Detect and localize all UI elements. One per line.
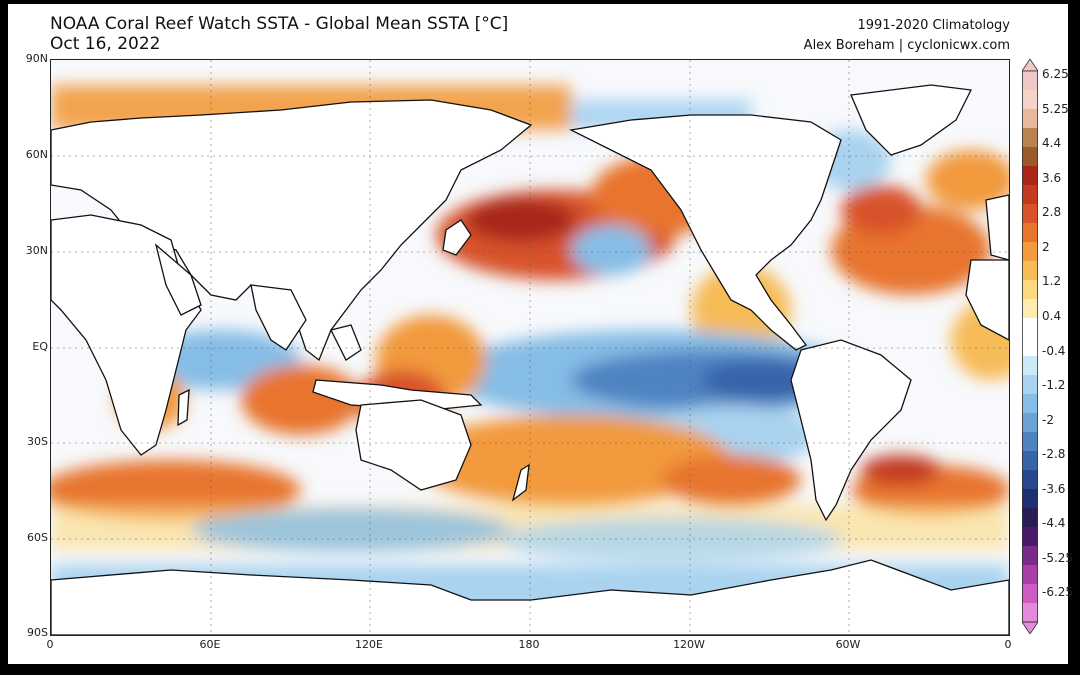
figure-panel: NOAA Coral Reef Watch SSTA - Global Mean… xyxy=(8,4,1073,664)
land-masses xyxy=(51,84,1009,635)
colorbar-segment xyxy=(1022,261,1038,281)
colorbar-segment xyxy=(1022,565,1038,585)
colorbar-segment xyxy=(1022,584,1038,604)
colorbar-segment xyxy=(1022,280,1038,300)
south-america xyxy=(790,339,912,522)
colorbar-tick-label: -1.2 xyxy=(1042,378,1066,393)
lat-label: 30S xyxy=(27,435,48,448)
lon-label: 120W xyxy=(673,638,705,651)
colorbar-tick-label: 2 xyxy=(1042,239,1050,254)
ssta-map-svg xyxy=(51,60,1009,635)
credit-label: Alex Boreham | cyclonicwx.com xyxy=(803,38,1010,53)
colorbar-segment xyxy=(1022,337,1038,357)
greenland xyxy=(850,84,972,156)
colorbar-segment xyxy=(1022,223,1038,243)
colorbar-segment xyxy=(1022,470,1038,490)
colorbar-segment xyxy=(1022,546,1038,566)
lon-label: 0 xyxy=(1004,638,1012,651)
lon-label: 0 xyxy=(46,638,54,651)
lon-label: 120E xyxy=(355,638,383,651)
colorbar-segment xyxy=(1022,318,1038,338)
colorbar-segment xyxy=(1022,109,1038,129)
colorbar-tick-label: -0.4 xyxy=(1042,343,1066,358)
colorbar xyxy=(1022,59,1038,634)
north-america xyxy=(568,114,842,351)
lat-label: EQ xyxy=(32,340,48,353)
colorbar-segment xyxy=(1022,204,1038,224)
colorbar-segment xyxy=(1022,508,1038,528)
lat-label: 30N xyxy=(25,244,48,257)
colorbar-bottom-arrow xyxy=(1022,621,1038,634)
map-date: Oct 16, 2022 xyxy=(50,34,161,54)
map-title: NOAA Coral Reef Watch SSTA - Global Mean… xyxy=(50,14,509,34)
europe-east-edge xyxy=(985,194,1009,261)
colorbar-tick-label: -3.6 xyxy=(1042,481,1066,496)
colorbar-tick-label: -5.25 xyxy=(1042,550,1074,565)
colorbar-tick-label: 5.25 xyxy=(1042,101,1069,116)
colorbar-tick-label: -2.8 xyxy=(1042,447,1066,462)
colorbar-segment xyxy=(1022,603,1038,623)
australia xyxy=(355,399,472,491)
antarctica xyxy=(51,559,1009,635)
colorbar-segment xyxy=(1022,356,1038,376)
madagascar xyxy=(177,388,190,427)
colorbar-tick-label: 1.2 xyxy=(1042,274,1062,289)
indonesia xyxy=(312,379,483,411)
colorbar-segment xyxy=(1022,451,1038,471)
climatology-label: 1991-2020 Climatology xyxy=(857,18,1010,33)
colorbar-segment xyxy=(1022,166,1038,186)
colorbar-segment xyxy=(1022,489,1038,509)
colorbar-segment xyxy=(1022,413,1038,433)
lon-label: 60W xyxy=(835,638,861,651)
colorbar-tick-label: 3.6 xyxy=(1042,170,1062,185)
colorbar-segment xyxy=(1022,185,1038,205)
colorbar-segment xyxy=(1022,299,1038,319)
colorbar-segment xyxy=(1022,394,1038,414)
indochina xyxy=(330,324,362,361)
colorbar-tick-label: 0.4 xyxy=(1042,308,1062,323)
lon-label: 60E xyxy=(199,638,221,651)
colorbar-segment xyxy=(1022,432,1038,452)
colorbar-frame xyxy=(1022,70,1038,623)
colorbar-tick-label: 6.25 xyxy=(1042,67,1069,81)
lat-label: 60N xyxy=(25,148,48,161)
lat-label: 90N xyxy=(25,52,48,65)
colorbar-tick-label: -2 xyxy=(1042,412,1054,427)
india xyxy=(250,284,307,351)
ssta-map xyxy=(50,59,1010,636)
colorbar-segment xyxy=(1022,147,1038,167)
lat-label: 60S xyxy=(27,531,48,544)
colorbar-tick-label: 4.4 xyxy=(1042,136,1062,151)
arabia xyxy=(154,243,202,316)
colorbar-tick-label: -4.4 xyxy=(1042,516,1066,531)
colorbar-segment xyxy=(1022,90,1038,110)
lat-label: 90S xyxy=(27,626,48,639)
colorbar-top-arrow xyxy=(1022,59,1038,72)
colorbar-segment xyxy=(1022,242,1038,262)
colorbar-tick-label: 2.8 xyxy=(1042,205,1062,220)
africa-east-edge xyxy=(965,259,1009,341)
colorbar-segment xyxy=(1022,128,1038,148)
lon-label: 180 xyxy=(518,638,540,651)
colorbar-segment xyxy=(1022,375,1038,395)
japan xyxy=(442,219,472,256)
colorbar-segment xyxy=(1022,71,1038,91)
colorbar-tick-label: -6.25 xyxy=(1042,585,1074,600)
new-zealand xyxy=(511,463,530,502)
gridlines xyxy=(51,60,1009,635)
bottom-bar xyxy=(0,664,1080,675)
colorbar-segment xyxy=(1022,527,1038,547)
